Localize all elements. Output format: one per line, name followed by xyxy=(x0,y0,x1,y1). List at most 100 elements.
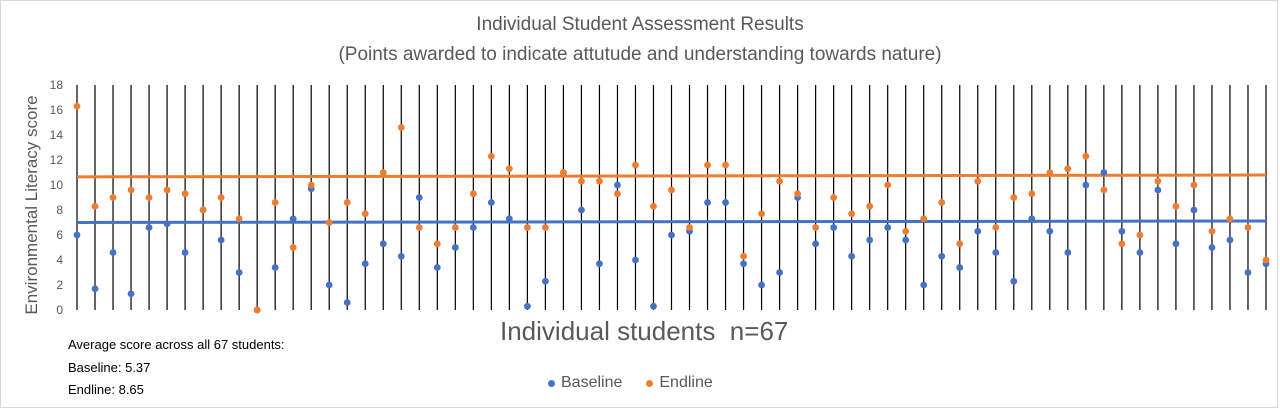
point-baseline xyxy=(505,215,513,223)
vertical-gridlines xyxy=(76,85,1267,310)
point-endline xyxy=(722,161,729,169)
point-baseline xyxy=(1136,249,1144,256)
stats-baseline: Baseline: 5.37 xyxy=(68,359,151,375)
x-axis-label: Individual students n=67 xyxy=(500,316,789,346)
stats-endline: Endline: 8.65 xyxy=(68,382,144,397)
point-endline xyxy=(848,210,856,218)
chart-subtitle: (Points awarded to indicate attutude and… xyxy=(338,44,942,65)
legend-label-baseline: Baseline xyxy=(561,374,623,391)
point-baseline xyxy=(758,281,765,289)
y-tick-labels: 0 2 4 6 8 10 12 14 16 18 xyxy=(50,78,64,317)
point-baseline xyxy=(415,194,423,201)
point-baseline xyxy=(325,281,333,289)
point-endline xyxy=(235,215,243,223)
point-endline xyxy=(884,181,892,189)
point-baseline xyxy=(776,269,783,276)
point-endline xyxy=(1136,231,1144,239)
point-baseline xyxy=(848,252,856,260)
point-baseline xyxy=(830,224,838,231)
point-endline xyxy=(1154,177,1162,185)
point-baseline xyxy=(596,260,603,268)
point-baseline xyxy=(343,299,351,306)
point-endline xyxy=(794,190,802,198)
point-endline xyxy=(397,124,405,131)
point-baseline xyxy=(1172,240,1180,248)
point-baseline xyxy=(632,256,639,264)
point-endline xyxy=(1208,227,1216,235)
point-baseline xyxy=(956,264,964,271)
stats-heading: Average score across all 67 students: xyxy=(68,337,285,352)
point-baseline xyxy=(379,240,387,248)
point-endline xyxy=(1064,165,1072,173)
point-baseline xyxy=(487,199,495,206)
point-baseline xyxy=(1208,244,1216,251)
point-endline xyxy=(523,224,531,231)
point-baseline xyxy=(397,252,405,260)
point-endline xyxy=(902,227,910,235)
point-endline xyxy=(1028,190,1036,198)
point-baseline xyxy=(127,290,135,298)
point-baseline xyxy=(920,281,928,289)
point-endline xyxy=(181,190,189,198)
point-baseline xyxy=(938,252,946,260)
point-endline xyxy=(163,186,171,194)
chart-title: Individual Student Assessment Results xyxy=(476,14,804,35)
point-endline xyxy=(253,306,261,314)
point-endline xyxy=(866,202,874,210)
point-baseline xyxy=(974,227,982,235)
point-endline xyxy=(469,190,477,198)
point-baseline xyxy=(217,236,225,244)
point-endline xyxy=(1046,169,1054,176)
point-endline xyxy=(758,210,765,218)
point-baseline xyxy=(1118,227,1126,235)
point-endline xyxy=(433,240,441,248)
point-baseline xyxy=(578,206,585,214)
point-endline xyxy=(127,186,135,194)
point-endline xyxy=(938,199,946,206)
point-endline xyxy=(650,202,657,210)
legend-item-endline: Endline xyxy=(646,374,713,392)
y-tick-label: 0 xyxy=(56,303,63,317)
point-endline xyxy=(1100,186,1108,194)
trend-line-baseline xyxy=(76,219,1267,224)
y-tick-label: 8 xyxy=(56,203,63,217)
point-endline xyxy=(776,177,783,185)
point-baseline xyxy=(668,231,675,239)
point-baseline xyxy=(1226,236,1234,244)
legend: Baseline Endline xyxy=(548,374,713,392)
point-baseline xyxy=(704,199,711,206)
point-endline xyxy=(487,152,495,160)
point-baseline xyxy=(523,302,531,310)
point-baseline xyxy=(614,181,621,189)
point-endline xyxy=(1190,181,1198,189)
point-baseline xyxy=(1064,249,1072,256)
y-tick-label: 18 xyxy=(50,78,64,92)
point-baseline xyxy=(145,224,153,231)
point-endline xyxy=(686,224,693,231)
point-baseline xyxy=(1046,227,1054,235)
point-endline xyxy=(199,206,207,214)
point-endline xyxy=(1172,202,1180,210)
point-baseline xyxy=(289,215,297,223)
point-baseline xyxy=(91,285,99,293)
point-endline xyxy=(145,194,153,201)
point-baseline xyxy=(235,269,243,276)
point-endline xyxy=(1262,256,1270,264)
point-endline xyxy=(812,224,820,231)
point-endline xyxy=(632,161,639,169)
point-baseline xyxy=(1244,269,1252,276)
point-endline xyxy=(956,240,964,248)
point-baseline xyxy=(541,277,549,285)
point-endline xyxy=(920,215,928,223)
point-baseline xyxy=(902,236,910,244)
point-baseline xyxy=(1082,181,1090,189)
y-tick-label: 14 xyxy=(50,128,64,142)
data-points xyxy=(73,102,1270,314)
point-endline xyxy=(1010,194,1018,201)
point-endline xyxy=(830,194,838,201)
point-baseline xyxy=(1154,186,1162,194)
point-endline xyxy=(505,165,513,173)
point-endline xyxy=(307,181,315,189)
point-baseline xyxy=(650,302,657,310)
